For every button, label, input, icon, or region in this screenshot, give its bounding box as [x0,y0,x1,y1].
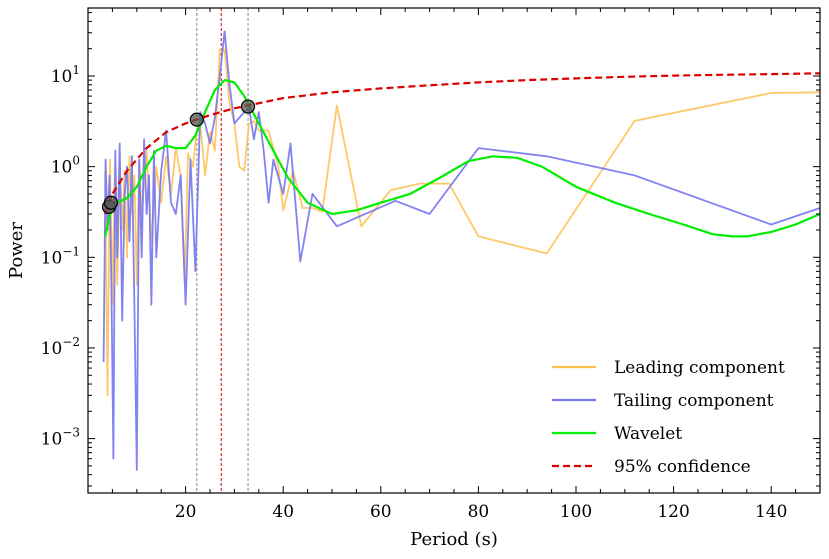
y-tick-label: 10−3 [41,426,80,450]
legend-wavelet-label: Wavelet [614,424,682,444]
y-tick-base: 10 [51,158,73,178]
axis-ticks [88,8,820,493]
y-axis-label: Power [6,222,27,279]
significant-peak-marker-4 [240,99,256,114]
legend-tailing-component-label: Tailing component [614,391,774,411]
y-tick-base: 10 [51,67,73,87]
legend-confidence-95-label: 95% confidence [614,457,751,477]
x-tick-label: 100 [560,502,592,522]
y-tick-exponent: −2 [62,335,80,349]
y-tick-base: 10 [41,339,63,359]
significant-peak-marker-3 [189,112,204,127]
x-tick-label: 40 [272,502,294,522]
x-tick-label: 80 [468,502,490,522]
tailing-component-line [102,30,820,471]
y-tick-exponent: −1 [62,244,80,258]
x-axis-label: Period (s) [410,529,498,550]
x-tick-label: 140 [755,502,787,522]
y-tick-base: 10 [41,430,63,450]
plot-frame [87,7,821,494]
y-tick-exponent: −3 [62,426,80,440]
marker-layer [101,99,256,214]
x-tick-label: 120 [657,502,689,522]
significant-peak-marker-2 [103,195,119,210]
y-tick-exponent: 0 [72,154,80,168]
y-tick-base: 10 [41,248,63,268]
y-tick-label: 101 [51,63,80,87]
x-tick-label: 20 [175,502,197,522]
confidence-95-line [104,72,820,215]
y-tick-exponent: 1 [72,63,80,77]
leading-component-line [104,48,820,397]
x-tick-label: 60 [370,502,392,522]
wavelet-line [104,79,820,238]
series-layer [102,30,820,471]
y-tick-label: 10−2 [41,335,80,359]
legend-leading-component-label: Leading component [614,358,785,378]
y-tick-label: 100 [51,154,80,178]
y-tick-label: 10−1 [41,244,80,268]
legend: Leading component Tailing component Wavele… [552,358,785,477]
